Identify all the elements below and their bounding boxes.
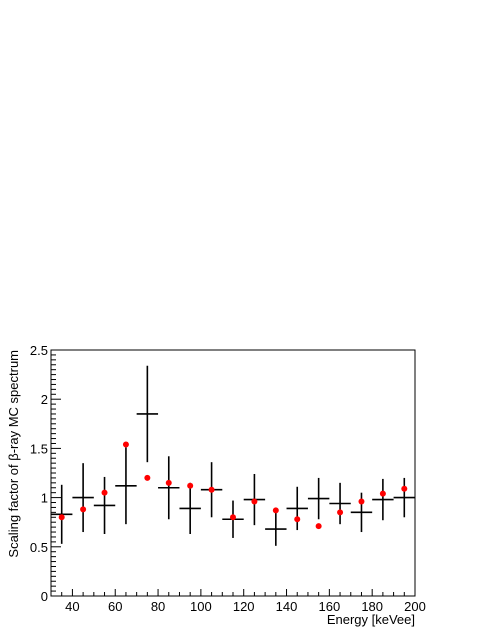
data-point-model	[58, 514, 65, 521]
data-point-model	[337, 509, 344, 516]
data-point-measured	[179, 482, 201, 535]
data-point-model	[101, 489, 108, 496]
data-point-model	[315, 523, 322, 530]
axis-ticks: 40 60 80 100 120 140 160 180 200 0 0.5 1 1.5 2 2.5	[30, 343, 426, 614]
x-tick-label: 60	[108, 599, 122, 614]
data-point-model	[122, 441, 129, 448]
data-point-model	[401, 485, 408, 492]
data-point-measured	[372, 478, 394, 521]
data-point-model	[251, 498, 258, 505]
data-point-measured	[136, 365, 159, 463]
data-point-measured	[158, 456, 180, 520]
x-tick-label: 40	[65, 599, 79, 614]
x-tick-label: 100	[190, 599, 212, 614]
x-tick-label: 160	[319, 599, 341, 614]
data-point-measured	[307, 477, 330, 520]
data-point-model	[80, 506, 87, 513]
data-point-model	[272, 507, 279, 514]
x-tick-label: 80	[151, 599, 165, 614]
x-axis-title: Energy [keVee]	[327, 612, 415, 627]
x-tick-label: 180	[361, 599, 383, 614]
x-tick-label: 200	[404, 599, 426, 614]
y-tick-label: 0	[41, 589, 48, 604]
data-point-measured	[93, 476, 116, 535]
data-point-model	[358, 498, 365, 505]
data-point-model	[187, 482, 194, 489]
x-tick-label: 140	[276, 599, 298, 614]
data-point-measured	[329, 482, 351, 525]
data-point-model	[294, 516, 301, 523]
data-point-measured	[265, 512, 287, 546]
y-tick-label: 1	[41, 491, 48, 506]
y-tick-label: 2.5	[30, 343, 48, 358]
plot-frame	[50, 349, 416, 597]
data-point-measured	[286, 486, 308, 531]
data-point-model	[379, 490, 386, 497]
data-point-measured	[72, 463, 94, 533]
x-tick-label: 120	[233, 599, 255, 614]
data-point-measured	[115, 447, 137, 525]
data-point-model	[165, 479, 172, 486]
data-point-model	[144, 474, 151, 481]
y-tick-label: 2	[41, 392, 48, 407]
data-layer	[51, 365, 415, 546]
data-point-model	[230, 514, 236, 521]
y-tick-label: 0.5	[30, 540, 48, 555]
y-axis-title: Scaling factor of β-ray MC spectrum	[6, 350, 21, 558]
y-tick-label: 1.5	[30, 441, 48, 456]
data-point-measured	[393, 477, 415, 518]
data-point-model	[208, 486, 215, 493]
